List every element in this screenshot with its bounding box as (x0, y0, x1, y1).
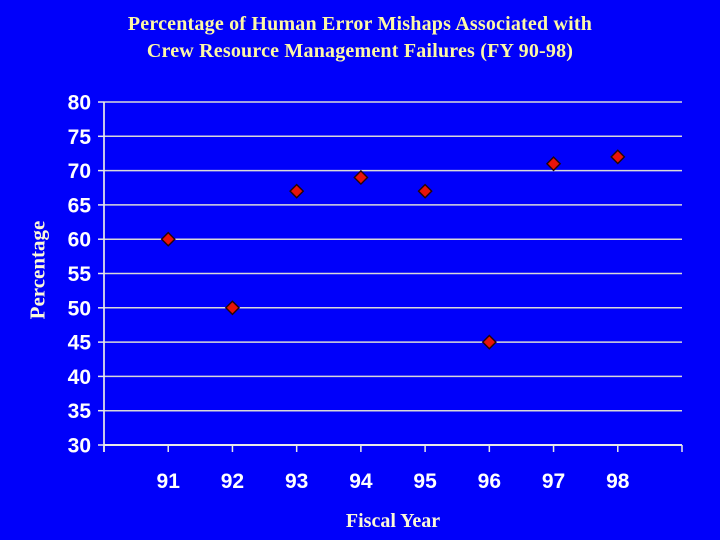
y-tick-label-30: 30 (68, 435, 91, 458)
y-tick-label-40: 40 (68, 366, 91, 389)
x-tick-label-96: 96 (478, 470, 501, 493)
y-tick-label-70: 70 (68, 160, 91, 183)
data-point-fy91 (160, 231, 176, 247)
data-point-fy94 (353, 169, 369, 186)
y-tick-label-60: 60 (68, 229, 91, 252)
x-tick-label-94: 94 (349, 470, 373, 493)
x-tick-label-97: 97 (542, 470, 565, 493)
x-tick-label-98: 98 (606, 470, 630, 493)
x-axis-title: Fiscal Year (345, 510, 441, 532)
data-point-fy98 (610, 149, 626, 165)
data-point-fy92 (224, 300, 241, 316)
data-point-fy95 (417, 183, 433, 199)
x-tick-label-91: 91 (157, 470, 181, 493)
y-tick-label-75: 75 (68, 126, 92, 149)
data-point-fy96 (481, 334, 497, 350)
chart-title: Percentage of Human Error Mishaps Associ… (0, 11, 720, 65)
y-tick-label-80: 80 (68, 92, 91, 115)
data-point-fy93 (289, 183, 305, 199)
x-tick-label-95: 95 (413, 470, 437, 493)
y-tick-label-65: 65 (68, 194, 92, 217)
chart-title-line-2: Crew Resource Management Failures (FY 90… (146, 40, 574, 62)
x-tick-label-92: 92 (221, 470, 244, 493)
y-tick-label-55: 55 (68, 263, 92, 286)
y-tick-label-35: 35 (68, 400, 92, 423)
y-tick-label-45: 45 (68, 332, 92, 355)
x-tick-label-93: 93 (285, 470, 308, 493)
data-point-fy97 (545, 156, 562, 172)
y-tick-label-50: 50 (68, 297, 91, 320)
chart-title-line-1: Percentage of Human Error Mishaps Associ… (127, 13, 593, 35)
